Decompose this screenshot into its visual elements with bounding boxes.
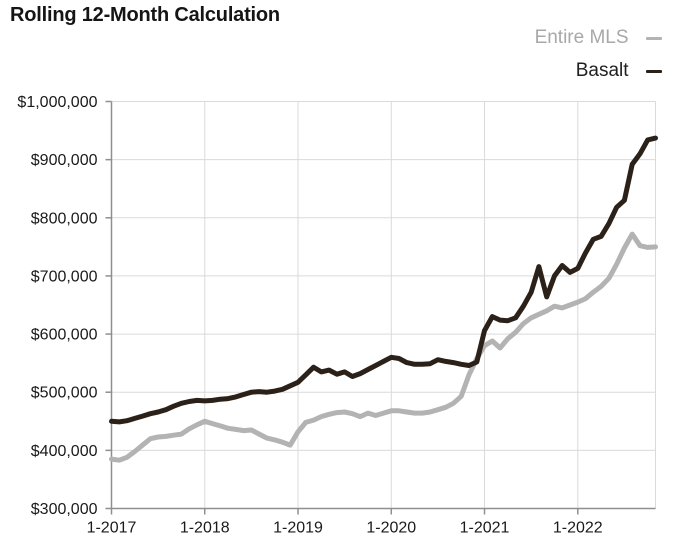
legend-line-sample-entire-mls [646, 36, 662, 40]
y-tick-label: $400,000 [31, 443, 98, 460]
x-tick-label: 1-2019 [273, 520, 323, 537]
x-tick-label: 1-2021 [460, 520, 510, 537]
legend-item-entire-mls: Entire MLS [535, 27, 662, 49]
y-tick-label: $300,000 [31, 501, 98, 518]
x-tick-label: 1-2022 [553, 520, 603, 537]
x-tick-label: 1-2018 [180, 520, 230, 537]
x-tick-label: 1-2017 [87, 520, 137, 537]
legend-line-sample-basalt [646, 69, 662, 73]
y-tick-label: $1,000,000 [17, 94, 97, 111]
y-tick-label: $700,000 [31, 268, 98, 285]
y-tick-label: $900,000 [31, 152, 98, 169]
chart-title: Rolling 12-Month Calculation [10, 4, 280, 26]
y-tick-label: $800,000 [31, 210, 98, 227]
legend-label-entire-mls: Entire MLS [534, 27, 629, 48]
y-tick-label: $600,000 [31, 327, 98, 344]
series-line-basalt [109, 135, 658, 425]
x-tick-label: 1-2020 [366, 520, 416, 537]
chart-legend: Entire MLS Basalt [535, 27, 662, 93]
y-tick-label: $500,000 [31, 385, 98, 402]
series-line-entire-mls [109, 231, 658, 463]
legend-label-basalt: Basalt [575, 60, 629, 81]
legend-item-basalt: Basalt [535, 60, 662, 82]
